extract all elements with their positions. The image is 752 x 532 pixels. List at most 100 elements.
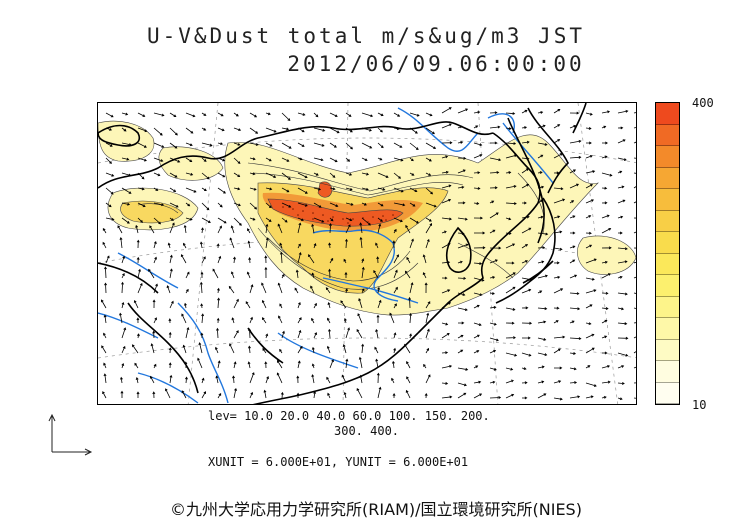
wind-arrow <box>137 127 148 133</box>
wind-arrow <box>216 317 220 324</box>
wind-arrow <box>633 276 636 279</box>
wind-arrow <box>601 395 607 399</box>
wind-arrow <box>633 366 636 369</box>
wind-arrow <box>249 284 254 294</box>
wind-arrow <box>217 225 222 234</box>
wind-arrow <box>585 322 592 326</box>
wind-arrow <box>117 225 123 234</box>
wind-arrow <box>121 363 125 369</box>
wind-arrow <box>265 223 269 234</box>
wind-arrow <box>537 365 545 369</box>
wind-arrow <box>201 202 210 211</box>
wind-arrow <box>553 261 560 265</box>
wind-arrow <box>425 217 432 222</box>
wind-arrow <box>505 202 517 206</box>
wind-arrow <box>617 185 625 189</box>
wind-arrow <box>310 285 315 294</box>
wind-arrow <box>473 125 479 129</box>
wind-arrow <box>103 373 107 384</box>
wind-arrow <box>136 239 140 249</box>
wind-arrow <box>361 266 365 279</box>
wind-arrow <box>153 283 158 294</box>
wind-arrow <box>537 185 545 189</box>
wind-arrow <box>281 142 292 149</box>
wind-arrow <box>201 187 207 191</box>
wind-arrow <box>489 157 502 162</box>
wind-arrow <box>167 242 171 249</box>
wind-arrow <box>633 157 636 159</box>
wind-arrow <box>393 269 398 279</box>
wind-arrow <box>505 243 516 249</box>
wind-arrow <box>217 142 224 146</box>
wind-arrow <box>102 391 107 399</box>
wind-arrow <box>441 141 453 145</box>
wind-arrow <box>537 199 544 204</box>
wind-arrow <box>553 306 560 310</box>
wind-arrow <box>119 237 123 249</box>
wind-arrow <box>137 142 147 148</box>
wind-arrow <box>297 112 306 116</box>
wind-arrow <box>569 307 581 311</box>
wind-arrow <box>297 329 302 339</box>
wind-arrow <box>121 301 125 309</box>
wind-arrow <box>281 157 290 162</box>
colorbar-segment <box>656 382 679 404</box>
wind-arrow <box>441 243 451 249</box>
wind-arrow <box>215 346 219 354</box>
wind-arrow <box>441 322 449 326</box>
wind-arrow <box>505 112 516 116</box>
wind-arrow <box>617 336 629 340</box>
wind-arrow <box>182 344 187 354</box>
wind-arrow <box>537 307 548 311</box>
wind-arrow <box>136 317 140 324</box>
wind-arrow <box>169 217 174 221</box>
wind-arrow <box>297 301 301 309</box>
wind-arrow <box>601 319 608 324</box>
wind-arrow <box>153 172 161 177</box>
wind-arrow <box>505 393 515 399</box>
wind-arrow <box>441 351 449 355</box>
colorbar-segment <box>656 318 679 340</box>
wind-arrow <box>265 333 269 339</box>
wind-arrow <box>457 169 466 174</box>
wind-arrow <box>489 396 502 400</box>
wind-arrow <box>537 290 543 294</box>
wind-arrow <box>345 217 353 222</box>
wind-arrow <box>473 154 483 159</box>
wind-arrow <box>633 351 636 354</box>
wind-arrow <box>297 360 301 369</box>
wind-arrow <box>425 112 433 117</box>
dust-map <box>98 103 636 404</box>
wind-arrow <box>601 110 611 114</box>
wind-arrow <box>393 332 397 339</box>
wind-arrow <box>425 374 431 384</box>
wind-arrow <box>617 260 628 264</box>
wind-arrow <box>521 215 530 219</box>
wind-arrow <box>425 301 431 309</box>
wind-arrow <box>570 231 576 235</box>
wind-arrow <box>277 282 283 294</box>
wind-arrow <box>505 127 512 130</box>
wind-arrow <box>522 201 527 205</box>
wind-arrow <box>489 259 498 264</box>
wind-arrow <box>248 257 252 264</box>
wind-arrow <box>261 317 267 324</box>
wind-arrow <box>409 238 414 249</box>
wind-arrow <box>249 202 258 210</box>
graticule-lines <box>98 103 636 404</box>
wind-arrow <box>249 127 259 134</box>
wind-arrow <box>457 392 467 399</box>
wind-arrow <box>391 377 395 384</box>
wind-arrow <box>311 223 315 234</box>
wind-arrow <box>121 255 126 264</box>
wind-arrow <box>185 112 196 118</box>
wind-arrow <box>633 217 636 219</box>
wind-arrow <box>521 277 533 281</box>
wind-arrow <box>281 127 290 131</box>
wind-arrow <box>233 127 242 131</box>
wind-arrow <box>441 276 448 280</box>
wind-arrow <box>617 109 629 114</box>
wind-arrow <box>121 345 126 354</box>
wind-arrow <box>247 228 251 234</box>
wind-arrow <box>137 282 143 294</box>
